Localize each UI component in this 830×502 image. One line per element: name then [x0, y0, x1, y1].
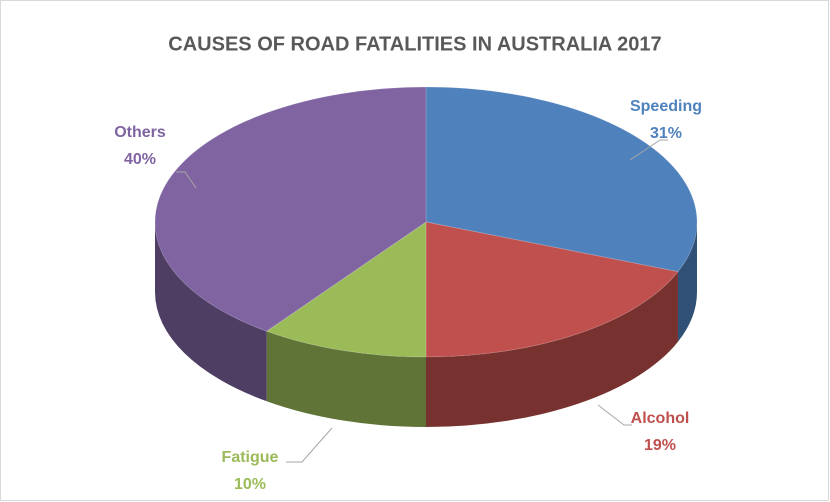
data-label-value: 10% [234, 476, 266, 493]
pie-slice [265, 221, 427, 358]
pie-side [677, 222, 697, 342]
pie-slice [154, 86, 427, 332]
data-label-name: Others [114, 124, 166, 141]
leader-line [176, 171, 197, 189]
leader-line [597, 404, 632, 426]
data-label-name: Fatigue [222, 449, 279, 466]
pie-side [426, 271, 678, 427]
chart-title: CAUSES OF ROAD FATALITIES IN AUSTRALIA 2… [168, 33, 661, 55]
data-label-value: 19% [644, 437, 676, 454]
data-label-name: Speeding [630, 98, 702, 115]
pie-side [155, 222, 267, 402]
leader-line [286, 427, 333, 463]
pie-slice [425, 221, 679, 358]
data-label-name: Alcohol [631, 410, 690, 427]
pie [154, 86, 698, 427]
pie-side [266, 331, 426, 427]
data-label-value: 31% [650, 125, 682, 142]
data-label-value: 40% [124, 151, 156, 168]
leader-line [629, 139, 668, 161]
